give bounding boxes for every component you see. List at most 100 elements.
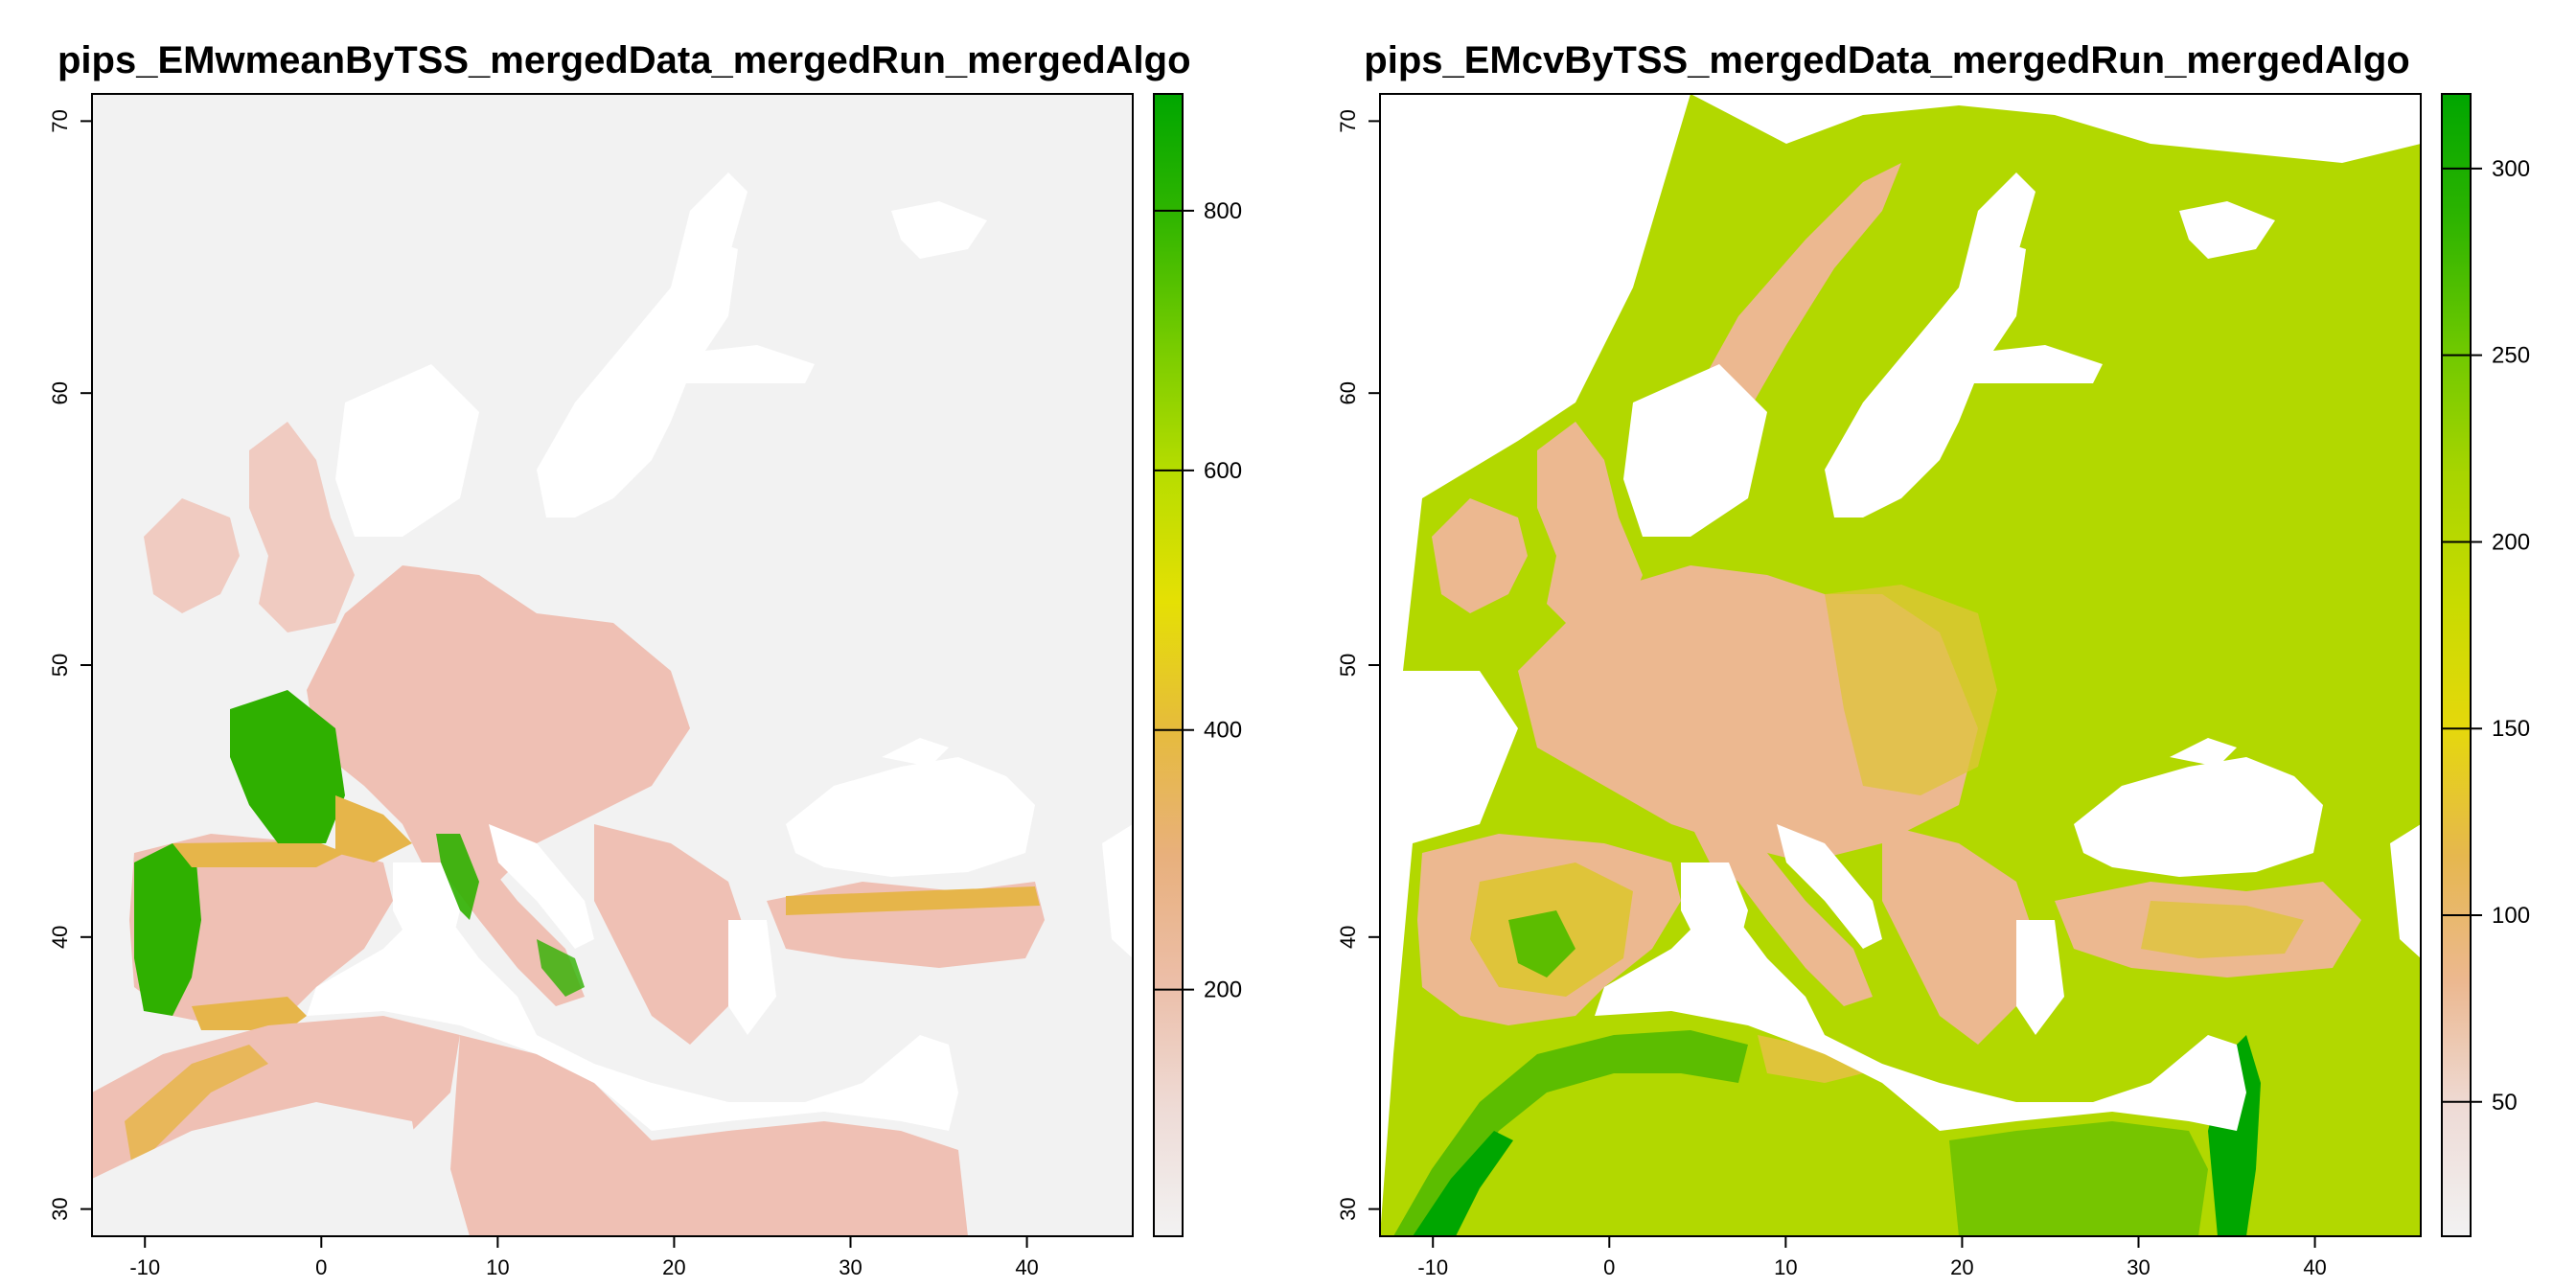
region-libya-coast — [1758, 1035, 1863, 1083]
x-tick-label: 30 — [839, 1255, 862, 1279]
region-france-south — [335, 795, 412, 862]
sea-azov — [882, 738, 949, 767]
sea-tyrrhenian — [1681, 862, 1748, 949]
sea-baltic — [1825, 240, 2026, 518]
sea-aegean — [728, 920, 776, 1035]
sea-north-sea — [335, 364, 479, 537]
y-tick-label: 40 — [48, 926, 72, 949]
region-italy — [1690, 815, 1873, 1006]
region-italy-south — [537, 939, 585, 997]
sea-white-sea — [891, 201, 987, 259]
x-tick-label: 20 — [1950, 1255, 1973, 1279]
region-iberia-north-coast — [172, 841, 345, 867]
x-tick-label: 40 — [2303, 1255, 2326, 1279]
region-egypt-green — [1949, 1121, 2208, 1236]
x-tick-label: 40 — [1015, 1255, 1038, 1279]
region-british-isles — [1432, 498, 1528, 613]
x-axis-ticks: -10 0 10 20 30 40 — [129, 1236, 1039, 1279]
sea-north-sea — [1623, 364, 1767, 537]
y-tick-label: 40 — [1336, 926, 1360, 949]
region-iberia-peak — [1508, 910, 1576, 978]
x-tick-label: 20 — [662, 1255, 685, 1279]
region-italy-west-coast — [436, 834, 479, 920]
map-panel-cv: -10 0 10 20 30 40 30 40 50 60 70 50 100 150 200 250 30… — [1336, 93, 2530, 1279]
x-axis-ticks: -10 0 10 20 30 40 — [1417, 1236, 2327, 1279]
map-title-wmean: pips_EMwmeanByTSS_mergedData_mergedRun_m… — [58, 39, 1191, 81]
region-balkans — [594, 824, 748, 1045]
region-sahara-light — [92, 1102, 431, 1236]
map-area — [1380, 94, 2421, 1236]
sea-adriatic — [489, 824, 594, 949]
y-tick-label: 50 — [1336, 654, 1360, 677]
sea-tyrrhenian — [393, 862, 460, 949]
x-tick-label: 10 — [1774, 1255, 1797, 1279]
sea-azov — [2170, 738, 2237, 767]
y-tick-label: 50 — [48, 654, 72, 677]
colorbar-tick-label: 100 — [2492, 903, 2530, 929]
map-panel-wmean: -10 0 10 20 30 40 30 40 50 60 70 200 400 600 800 — [48, 93, 1242, 1279]
sea-caspian-edge — [2390, 824, 2421, 958]
region-portugal — [134, 843, 201, 1016]
x-tick-label: 0 — [315, 1255, 327, 1279]
region-libya-egypt — [450, 1035, 968, 1236]
sea-aegean — [2016, 920, 2064, 1035]
colorbar-tick-label: 200 — [1204, 978, 1242, 1003]
sea-gulf-of-bothnia — [1959, 172, 2036, 316]
map-title-cv: pips_EMcvByTSS_mergedData_mergedRun_merg… — [1364, 39, 2410, 81]
sea-baltic — [537, 240, 738, 518]
y-tick-label: 60 — [48, 381, 72, 404]
region-france — [230, 690, 345, 843]
map-area — [92, 94, 1133, 1236]
colorbar-gradient — [1153, 93, 1184, 1237]
sea-gulf-of-finland — [1959, 345, 2103, 383]
sea-arctic — [1690, 94, 2421, 163]
sea-mediterranean — [1595, 920, 2246, 1131]
region-great-britain — [1537, 422, 1643, 632]
colorbar-gradient — [2441, 93, 2472, 1237]
colorbar-tick-label: 300 — [2492, 156, 2530, 182]
sea-adriatic — [1777, 824, 1882, 949]
x-tick-label: 0 — [1603, 1255, 1615, 1279]
colorbar-tick-label: 800 — [1204, 198, 1242, 224]
colorbar-tick-label: 400 — [1204, 718, 1242, 744]
region-turkey-highlands — [2141, 901, 2304, 958]
sea-white-sea — [2179, 201, 2275, 259]
colorbar: 50 100 150 200 250 300 — [2441, 93, 2530, 1237]
region-western-europe — [307, 565, 690, 882]
y-axis-ticks: 30 40 50 60 70 — [1336, 109, 1380, 1221]
y-tick-label: 30 — [48, 1197, 72, 1220]
y-tick-label: 30 — [1336, 1197, 1360, 1220]
y-tick-label: 70 — [48, 109, 72, 132]
region-atlas-coast — [125, 1045, 268, 1179]
y-tick-label: 70 — [1336, 109, 1360, 132]
sea-mediterranean — [307, 920, 958, 1131]
sea-black-sea — [786, 757, 1035, 877]
x-tick-label: 10 — [486, 1255, 509, 1279]
colorbar-tick-label: 200 — [2492, 529, 2530, 555]
colorbar: 200 400 600 800 — [1153, 93, 1242, 1237]
region-british-isles — [144, 498, 240, 613]
sea-gulf-of-finland — [671, 345, 815, 383]
x-tick-label: 30 — [2127, 1255, 2150, 1279]
colorbar-tick-label: 600 — [1204, 458, 1242, 484]
colorbar-tick-label: 50 — [2492, 1090, 2518, 1116]
region-turkey-north-coast — [786, 886, 1040, 915]
region-central-europe — [1825, 585, 1997, 795]
region-balkans — [1882, 824, 2036, 1045]
region-norway-coast — [1690, 163, 1901, 441]
colorbar-tick-label: 250 — [2492, 343, 2530, 369]
colorbar-tick-label: 150 — [2492, 716, 2530, 742]
sea-black-sea — [2074, 757, 2323, 877]
x-tick-label: -10 — [129, 1255, 160, 1279]
region-atlas — [1413, 1131, 1513, 1236]
sea-atlantic — [1380, 94, 1690, 1236]
y-tick-label: 60 — [1336, 381, 1360, 404]
colorbar-ticks: 200 400 600 800 — [1154, 198, 1242, 1003]
x-tick-label: -10 — [1417, 1255, 1448, 1279]
region-iberia-south-coast — [192, 997, 307, 1030]
region-great-britain — [249, 422, 355, 632]
sea-caspian-edge — [1102, 824, 1133, 958]
colorbar-ticks: 50 100 150 200 250 300 — [2442, 156, 2530, 1116]
y-axis-ticks: 30 40 50 60 70 — [48, 109, 92, 1221]
